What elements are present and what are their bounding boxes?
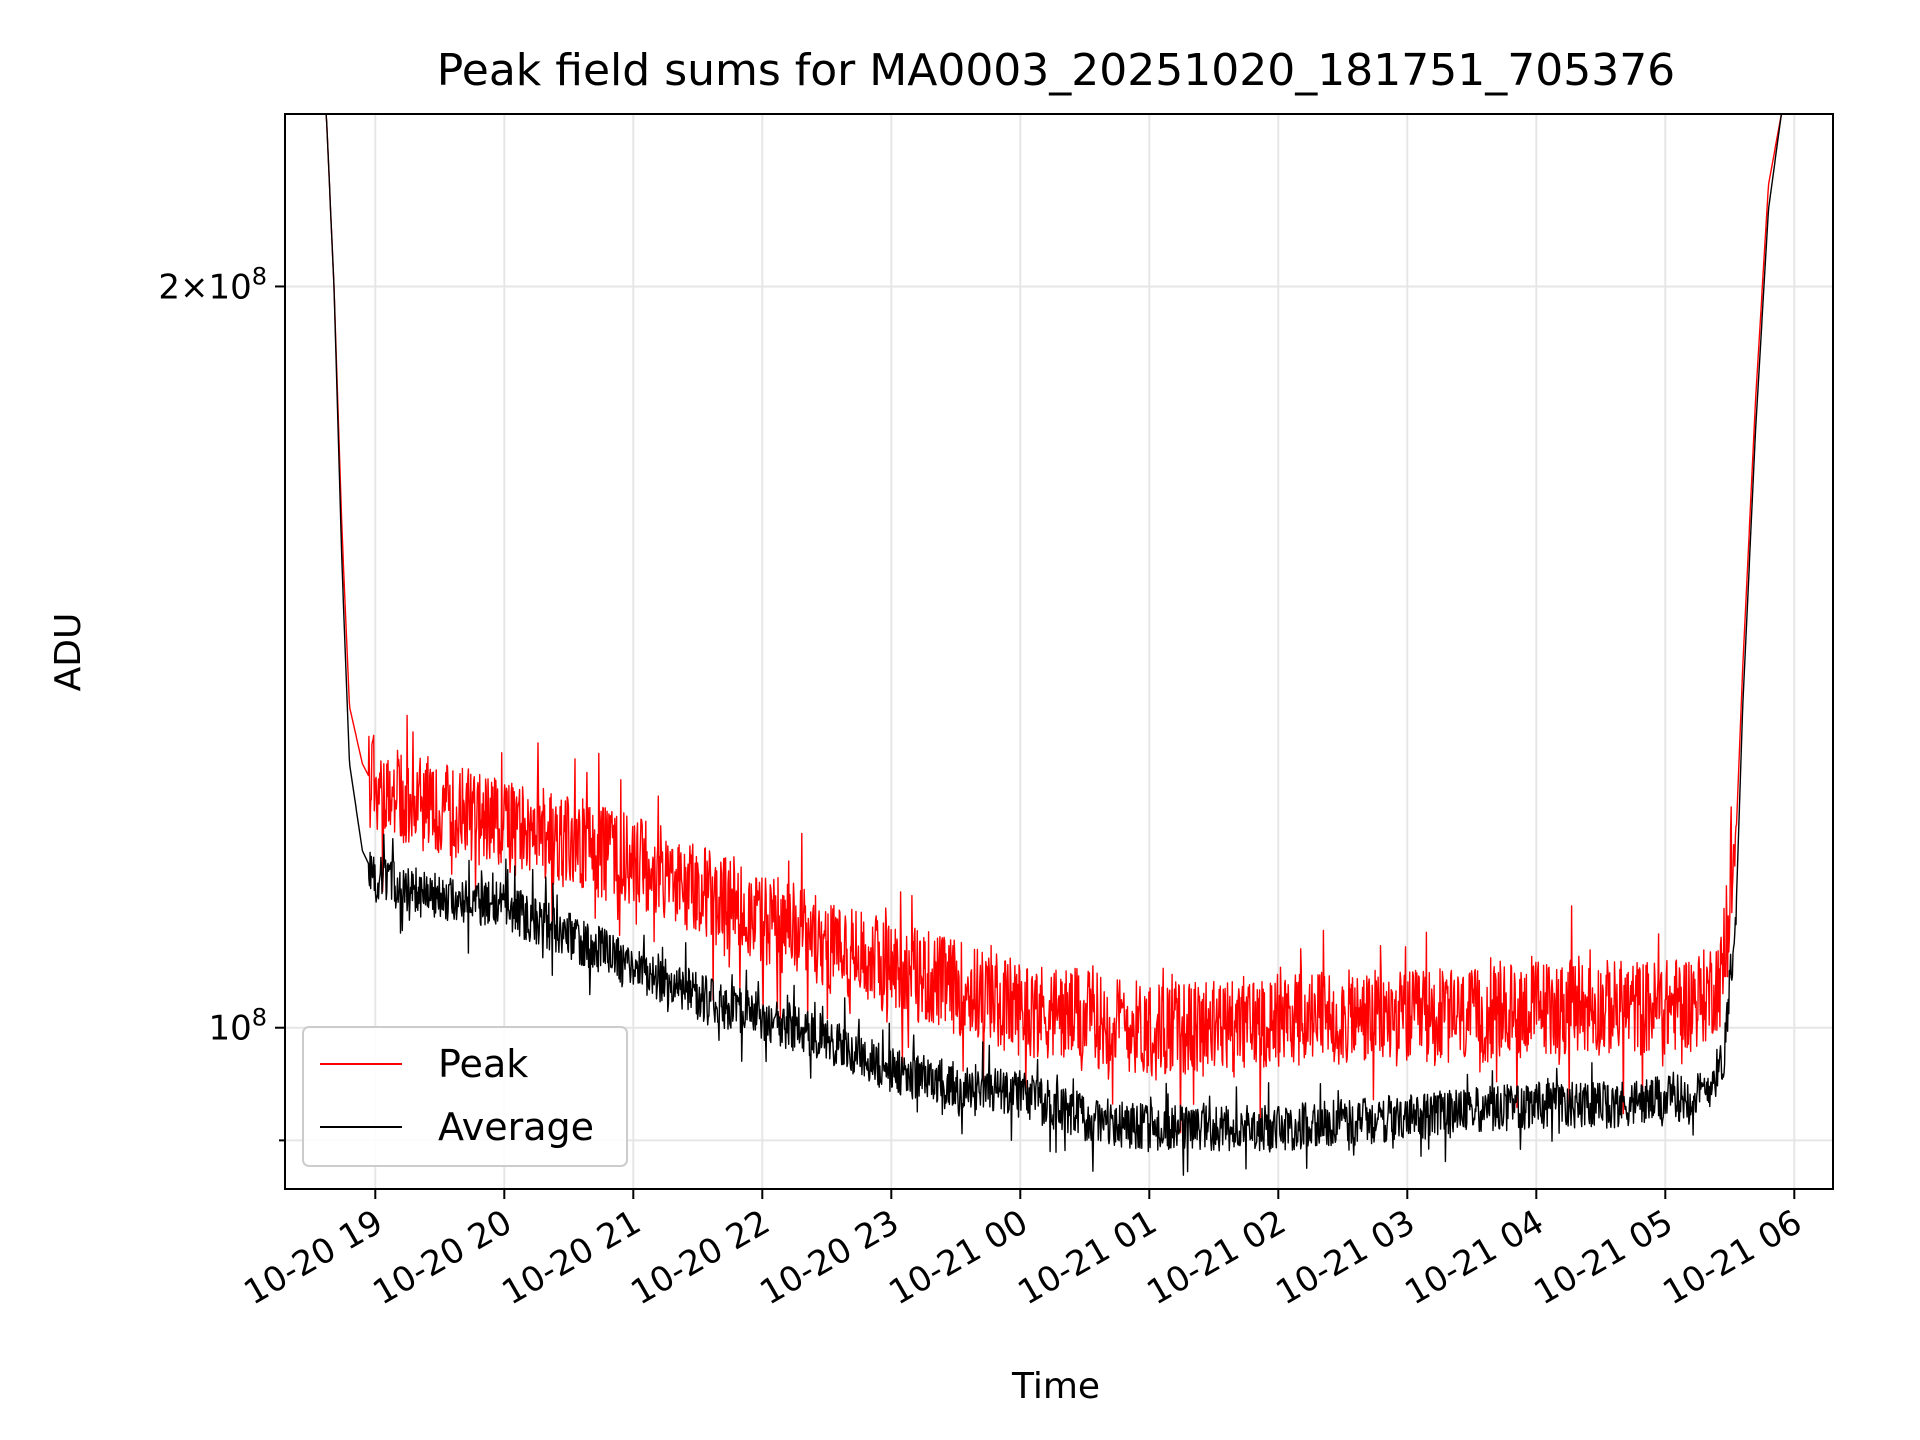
series-line-average — [285, 114, 1833, 1176]
y-tick-label: 2×108 — [158, 262, 267, 307]
legend-average-label: Average — [438, 1105, 594, 1149]
chart-title: Peak field sums for MA0003_20251020_1817… — [437, 45, 1675, 96]
legend-box — [302, 1026, 628, 1167]
plot-series — [285, 114, 1833, 1176]
legend-peak-label: Peak — [438, 1042, 528, 1086]
y-tick-label: 108 — [208, 1004, 267, 1049]
series-line-peak — [285, 114, 1833, 1134]
legend: Peak Average — [302, 1026, 628, 1167]
y-axis-label: ADU — [48, 613, 89, 692]
x-axis-label: Time — [1011, 1366, 1100, 1407]
plot-frame — [284, 113, 1834, 1190]
y-axis-ticks: 108 2×108 — [158, 262, 285, 1142]
